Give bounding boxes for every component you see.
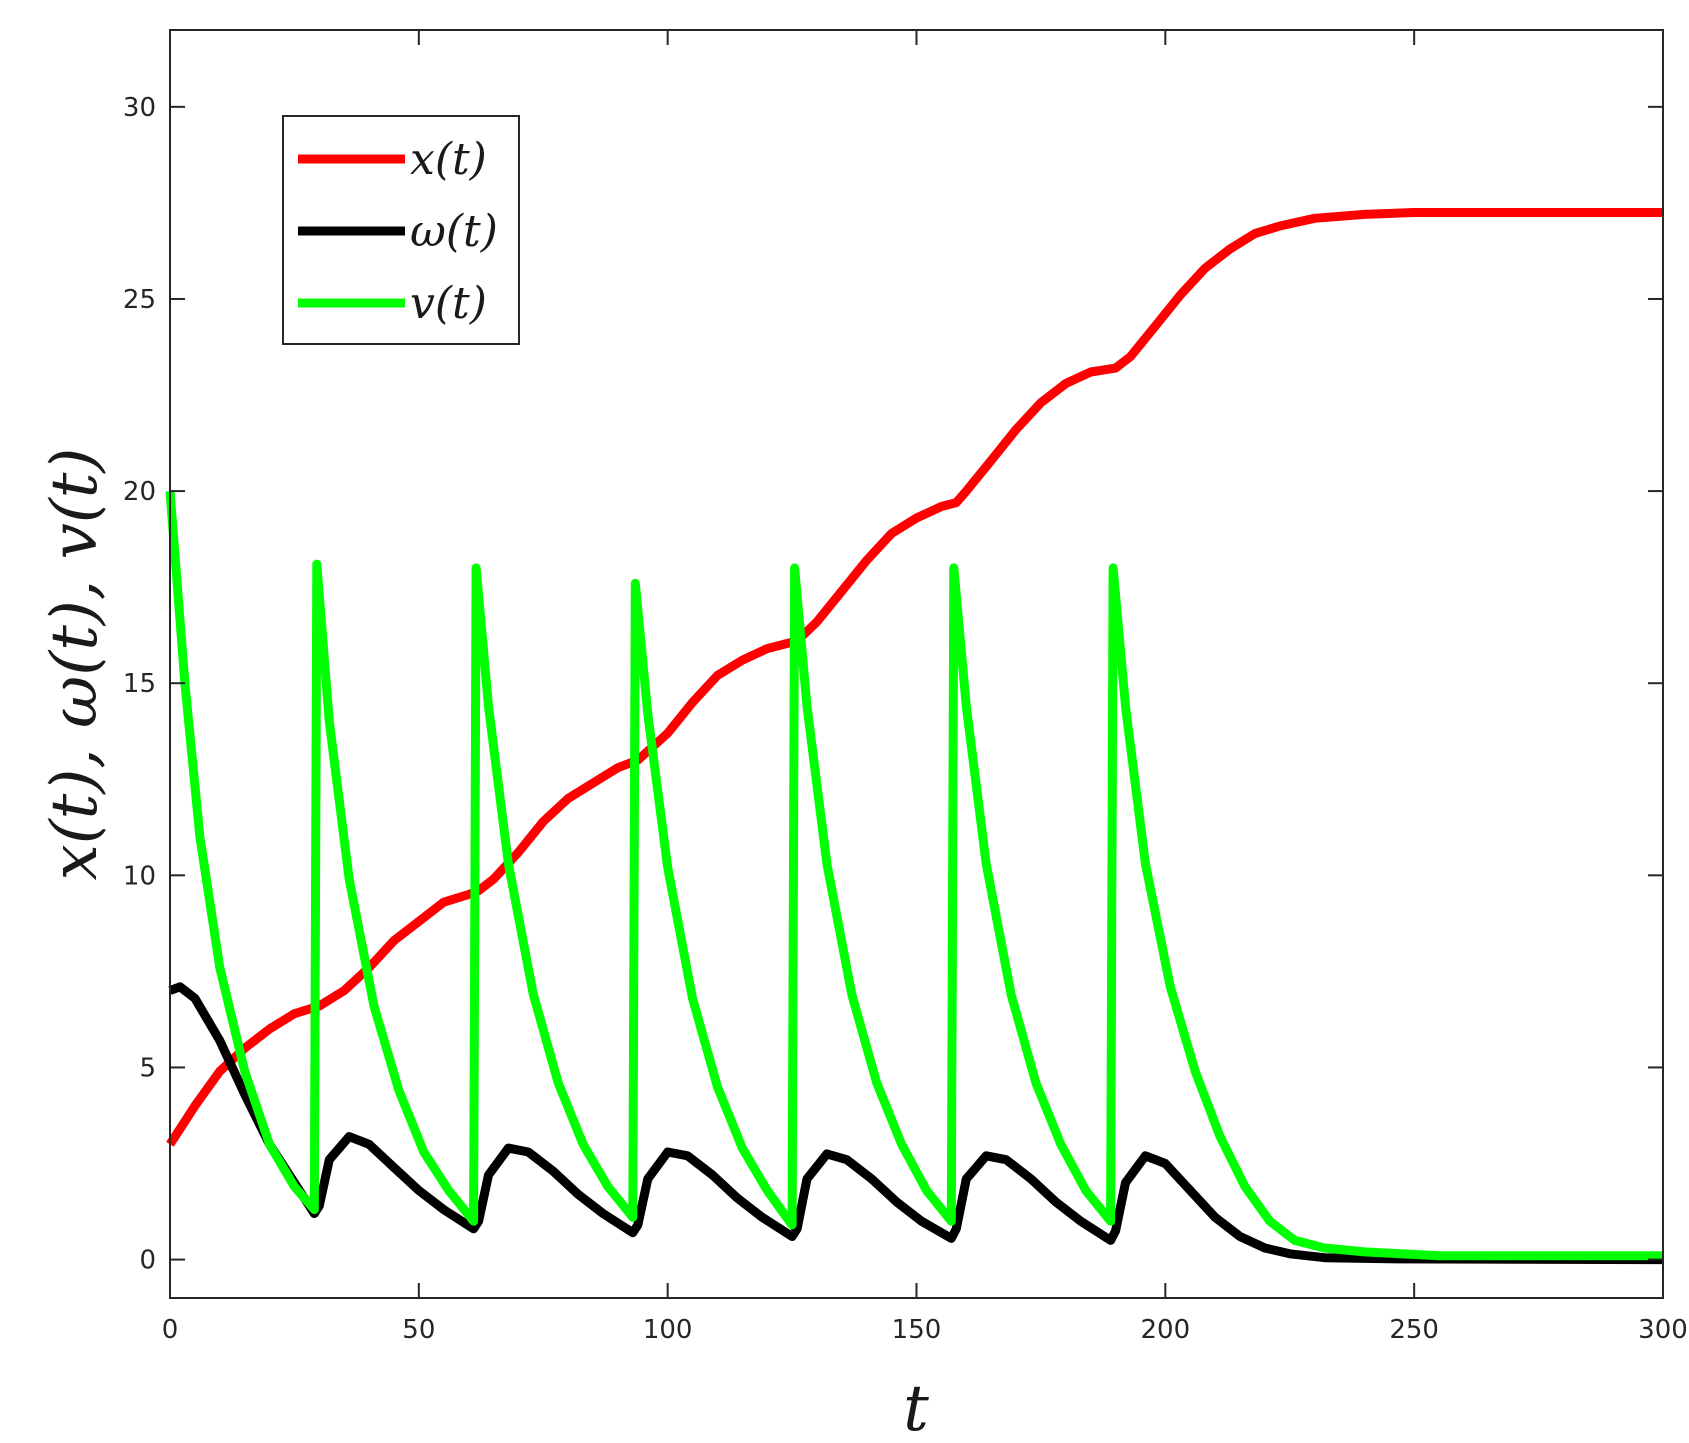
y-axis-title: x(t), ω(t), v(t) (38, 448, 112, 881)
x-tick-label: 0 (162, 1315, 179, 1345)
series-line-omega (168, 982, 1664, 1265)
y-tick-label: 20 (123, 477, 156, 507)
legend-label-v: v(t) (410, 278, 487, 329)
legend: x(t) ω(t) v(t) (282, 115, 520, 345)
legend-label-omega: ω(t) (410, 206, 498, 257)
legend-label-x: x(t) (410, 134, 487, 185)
x-tick-label: 300 (1638, 1315, 1688, 1345)
plot-frame (169, 29, 1664, 1299)
x-tick-label: 200 (1141, 1315, 1191, 1345)
x-axis-title: t (903, 1372, 929, 1443)
y-tick-label: 25 (123, 285, 156, 315)
series-layer (165, 208, 1664, 1265)
series-line-v (165, 490, 1663, 1261)
series-line-x (166, 208, 1663, 1147)
y-tick-label: 0 (139, 1246, 156, 1276)
x-tick-label: 50 (402, 1315, 435, 1345)
y-tick-label: 15 (123, 669, 156, 699)
ticks-layer: 0 50 100 150 200 250 300 0 5 10 15 20 25 30 (123, 30, 1688, 1345)
y-tick-label: 10 (123, 861, 156, 891)
x-tick-label: 150 (892, 1315, 942, 1345)
y-tick-label: 30 (123, 93, 156, 123)
x-tick-label: 100 (643, 1315, 693, 1345)
x-tick-label: 250 (1389, 1315, 1439, 1345)
y-tick-label: 5 (139, 1053, 156, 1083)
